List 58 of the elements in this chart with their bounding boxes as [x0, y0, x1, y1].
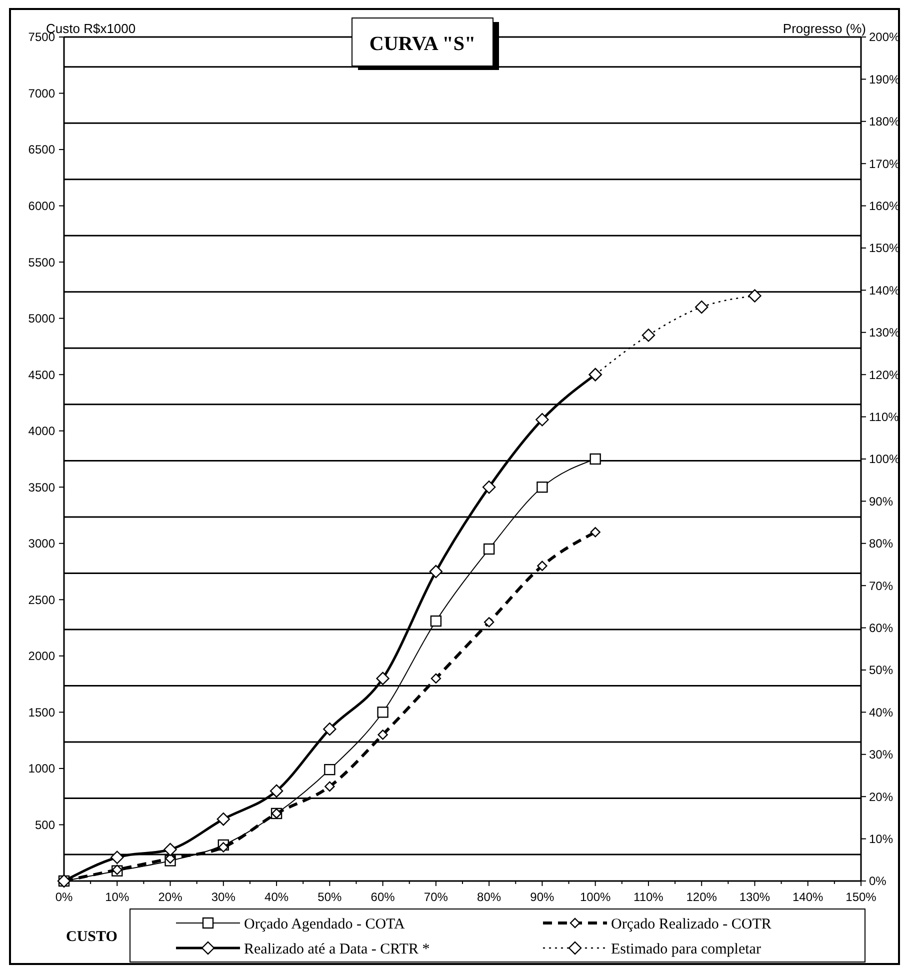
y2-tick-label: 170%: [869, 156, 900, 171]
x-tick-label: 80%: [477, 890, 502, 904]
legend-label: Orçado Agendado - COTA: [244, 916, 406, 932]
y-tick-label: 4000: [28, 424, 56, 438]
y2-tick-label: 70%: [869, 578, 894, 593]
legend-label: Estimado para completar: [611, 941, 761, 958]
y-tick-label: 2500: [28, 592, 56, 607]
legend-label: Orçado Realizado - COTR: [611, 916, 772, 932]
y2-tick-label: 120%: [869, 368, 900, 382]
y2-tick-label: 140%: [869, 283, 900, 298]
chart-title: CURVA "S": [369, 33, 476, 55]
y2-tick-label: 60%: [869, 621, 894, 635]
x-tick-label: 130%: [739, 890, 770, 904]
y-tick-label: 2000: [28, 649, 56, 664]
y-tick-label: 1500: [28, 705, 56, 720]
y2-tick-label: 180%: [869, 114, 900, 129]
y2-tick-label: 0%: [869, 874, 887, 888]
y2-tick-label: 110%: [869, 410, 900, 424]
y2-tick-label: 190%: [869, 72, 900, 86]
x-tick-label: 70%: [424, 890, 448, 904]
y-tick-label: 6500: [28, 142, 56, 157]
y2-tick-label: 130%: [869, 326, 900, 340]
x-tick-label: 30%: [211, 890, 236, 904]
y-tick-label: 500: [34, 818, 56, 832]
x-tick-label: 110%: [634, 890, 664, 904]
x-tick-label: 20%: [158, 890, 183, 904]
x-tick-label: 120%: [686, 890, 718, 904]
x-tick-label: 100%: [580, 890, 612, 904]
y-tick-label: 3000: [28, 536, 56, 551]
x-tick-label: 0%: [55, 890, 73, 904]
y-tick-label: 5000: [28, 312, 56, 326]
x-tick-label: 50%: [318, 890, 342, 904]
y2-tick-label: 10%: [869, 832, 894, 846]
y-tick-label: 7000: [28, 86, 56, 100]
x-tick-label: 90%: [530, 890, 555, 904]
y2-tick-label: 80%: [869, 536, 894, 551]
x-tick-label: 140%: [792, 890, 824, 904]
legend-label: Realizado até a Data - CRTR *: [244, 941, 430, 958]
y2-tick-label: 20%: [869, 790, 894, 804]
y2-tick-label: 90%: [869, 494, 894, 508]
y-tick-label: 4500: [28, 368, 56, 382]
y2-tick-label: 160%: [869, 199, 900, 213]
y2-tick-label: 50%: [869, 663, 894, 678]
x-tick-label: 40%: [264, 890, 289, 904]
x-tick-label: 60%: [370, 890, 396, 904]
y2-tick-label: 100%: [869, 452, 900, 466]
x-tick-label: 150%: [846, 890, 877, 904]
y-tick-label: 1000: [28, 762, 56, 776]
y2-axis-title: Progresso (%): [782, 21, 866, 36]
y2-tick-label: 150%: [869, 241, 900, 256]
y-tick-label: 6000: [28, 199, 56, 213]
y-tick-label: 5500: [28, 255, 56, 270]
y2-tick-label: 200%: [869, 30, 900, 44]
legend-title: CUSTO: [66, 929, 118, 945]
y-tick-label: 3500: [28, 480, 56, 494]
x-tick-label: 10%: [105, 890, 130, 904]
y2-tick-label: 30%: [869, 748, 894, 762]
y2-tick-label: 40%: [869, 705, 894, 720]
